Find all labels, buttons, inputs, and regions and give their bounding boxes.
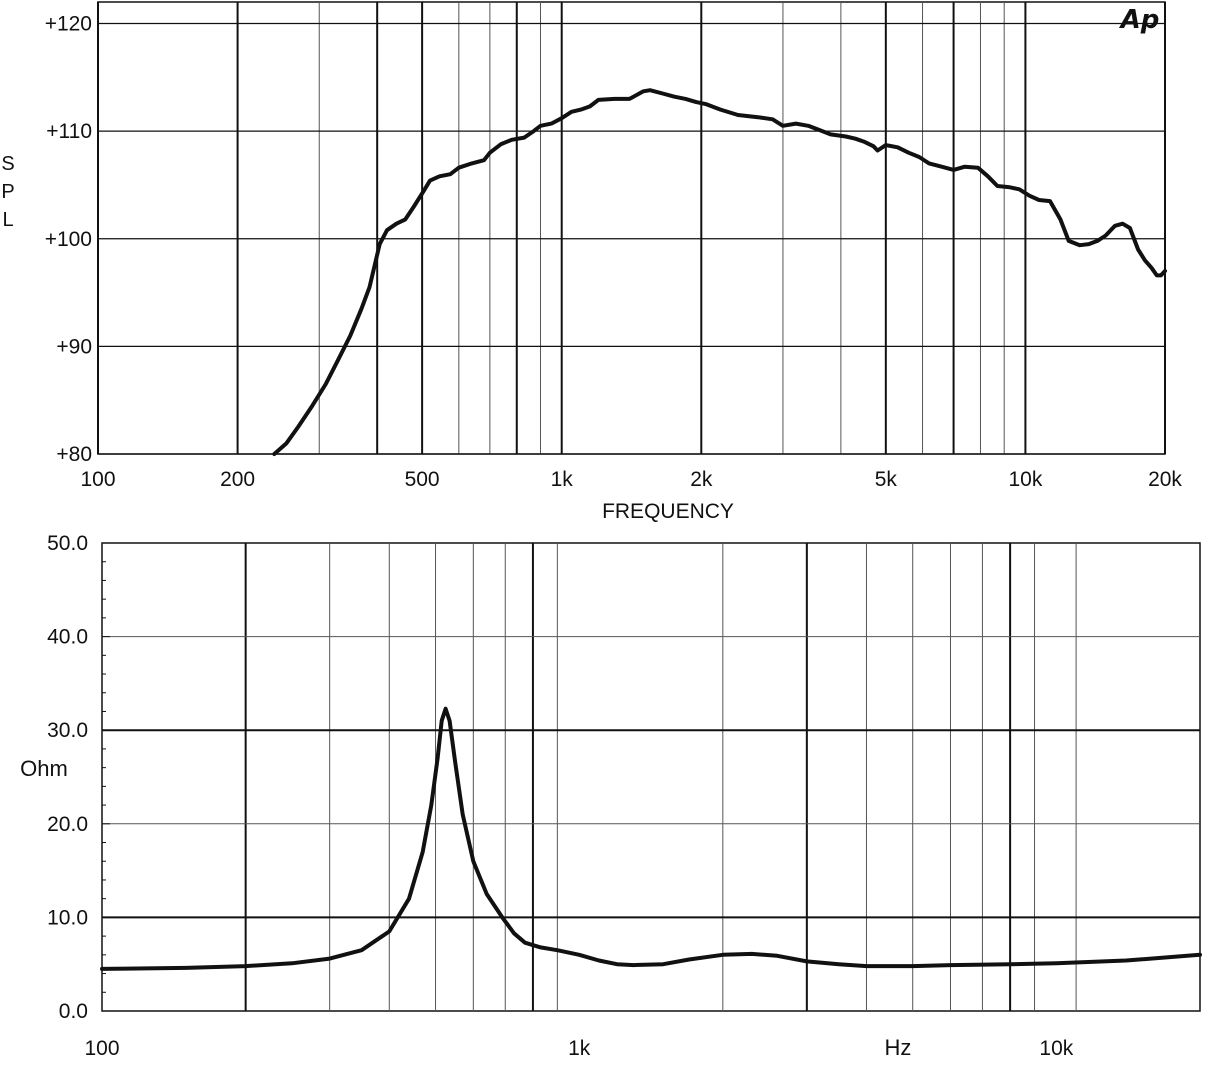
impedance-unit-label: Hz — [885, 1035, 912, 1060]
ap-logo: Ap — [1119, 5, 1160, 35]
impedance-grid — [102, 542, 1200, 1012]
spl-x-tick-labels: 100 200 500 1k 2k 5k 10k 20k — [80, 468, 1182, 491]
y-tick-label: +90 — [56, 335, 92, 358]
y-tick-label: +100 — [45, 228, 92, 251]
x-tick-label: 1k — [568, 1037, 591, 1060]
y-tick-label: 30.0 — [47, 719, 88, 742]
x-tick-label: 100 — [80, 468, 115, 491]
spl-y-tick-labels: +80 +90 +100 +110 +120 — [45, 13, 92, 466]
x-tick-label: 500 — [405, 468, 440, 491]
spl-grid — [97, 2, 1166, 455]
x-tick-label: 5k — [875, 468, 898, 491]
impedance-y-tick-labels: 0.0 10.0 20.0 30.0 40.0 50.0 — [47, 532, 88, 1023]
y-tick-label: 20.0 — [47, 813, 88, 836]
impedance-y-axis-label: Ohm — [20, 756, 68, 781]
spl-response-line — [272, 88, 1167, 456]
spl-y-axis-label: SPL — [1, 153, 14, 231]
x-tick-label: 100 — [84, 1037, 119, 1060]
x-tick-label: 10k — [1008, 468, 1042, 491]
impedance-plot-area — [101, 542, 1201, 1012]
y-tick-label: +110 — [46, 120, 92, 143]
x-tick-label: 1k — [551, 468, 574, 491]
x-tick-label: 2k — [690, 468, 713, 491]
y-tick-label: 0.0 — [59, 1000, 88, 1023]
x-tick-label: 10k — [1039, 1037, 1073, 1060]
spl-frequency-chart: 100 200 500 1k 2k 5k 10k 20k +80 +90 +100 +110 +120… — [1, 1, 1182, 523]
y-axis-label-letter: S — [1, 153, 14, 175]
spl-x-axis-label: FREQUENCY — [602, 500, 734, 523]
spl-plot-area — [97, 1, 1166, 455]
y-axis-label-letter: L — [2, 209, 13, 231]
impedance-chart: 100 1k 10k 0.0 10.0 20.0 30.0 40.0 50.0 Ohm Hz — [20, 532, 1202, 1060]
impedance-curve — [100, 706, 1202, 971]
x-tick-label: 20k — [1148, 468, 1182, 491]
y-tick-label: 40.0 — [47, 626, 88, 649]
y-tick-label: +80 — [56, 443, 92, 466]
y-tick-label: 50.0 — [47, 532, 88, 555]
x-tick-label: 200 — [220, 468, 255, 491]
y-axis-label-letter: P — [1, 181, 14, 203]
impedance-x-tick-labels: 100 1k 10k — [84, 1037, 1073, 1060]
y-tick-label: 10.0 — [47, 906, 88, 929]
y-tick-label: +120 — [45, 13, 92, 36]
